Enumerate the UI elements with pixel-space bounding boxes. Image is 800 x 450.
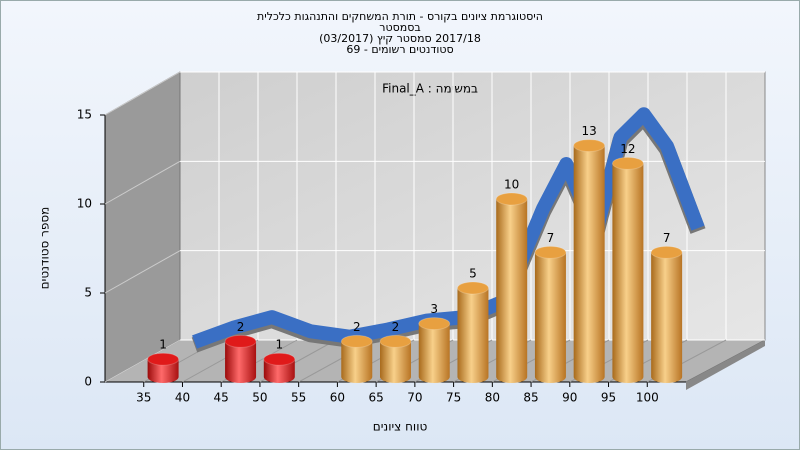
x-axis-label: טווח ציונים bbox=[373, 420, 428, 434]
bar bbox=[340, 334, 373, 383]
bar bbox=[611, 156, 644, 383]
bar-body bbox=[263, 359, 295, 383]
bar-body bbox=[147, 359, 179, 383]
bar-top bbox=[379, 334, 412, 348]
bar-top bbox=[650, 245, 683, 259]
data-label: 2 bbox=[237, 320, 245, 334]
bar-top bbox=[611, 156, 644, 170]
bar bbox=[263, 352, 296, 383]
y-tick-label: 5 bbox=[84, 286, 92, 300]
x-tick-label: 50 bbox=[252, 391, 267, 405]
bar-body bbox=[496, 199, 528, 384]
bar-body bbox=[225, 341, 257, 383]
data-label: 13 bbox=[582, 124, 597, 138]
bar-body bbox=[418, 323, 450, 383]
y-tick-label: 0 bbox=[84, 375, 92, 389]
bar-top bbox=[418, 317, 451, 331]
bar-top bbox=[340, 334, 373, 348]
grid-line bbox=[104, 71, 181, 116]
y-tick-label: 15 bbox=[77, 108, 92, 122]
bar bbox=[495, 192, 528, 384]
bar-top bbox=[495, 192, 528, 206]
bar bbox=[418, 317, 451, 383]
bar bbox=[147, 352, 180, 383]
annotation: במשימה : Final_A bbox=[382, 82, 478, 96]
data-label: 10 bbox=[504, 178, 519, 192]
x-tick-label: 85 bbox=[523, 391, 538, 405]
data-label: 2 bbox=[353, 320, 361, 334]
x-tick-label: 65 bbox=[368, 391, 383, 405]
data-label: 7 bbox=[547, 231, 555, 245]
chart-title: בסמסטר bbox=[379, 21, 420, 34]
bar-top bbox=[263, 352, 296, 366]
x-tick-label: 35 bbox=[136, 391, 151, 405]
y-tick-label: 10 bbox=[77, 197, 92, 211]
bar-top bbox=[534, 245, 567, 259]
bar bbox=[224, 334, 257, 383]
floor-edge bbox=[686, 340, 765, 390]
grid-line bbox=[104, 160, 181, 205]
data-label: 12 bbox=[620, 142, 635, 156]
bar-top bbox=[456, 281, 489, 295]
bar-top bbox=[573, 139, 606, 153]
x-tick-label: 80 bbox=[485, 391, 500, 405]
bar bbox=[650, 245, 683, 383]
x-tick-label: 100 bbox=[636, 391, 659, 405]
bar-top bbox=[147, 352, 180, 366]
x-tick-label: 95 bbox=[601, 391, 616, 405]
data-label: 1 bbox=[159, 338, 167, 352]
bar-body bbox=[651, 252, 683, 383]
x-tick-label: 40 bbox=[175, 391, 190, 405]
data-label: 7 bbox=[663, 231, 671, 245]
bar-body bbox=[612, 163, 644, 383]
x-tick-label: 70 bbox=[407, 391, 422, 405]
bar-top bbox=[224, 334, 257, 348]
bar bbox=[573, 139, 606, 383]
bar-body bbox=[573, 145, 605, 383]
x-tick-label: 55 bbox=[291, 391, 306, 405]
grid-line bbox=[104, 339, 181, 383]
x-tick-label: 45 bbox=[214, 391, 229, 405]
bar bbox=[456, 281, 489, 383]
bar bbox=[534, 245, 567, 384]
chart-title: 2017/18 סמסטר קיץ (03/2017) bbox=[319, 32, 481, 45]
titles: היסטוגרמת ציונים בקורס - תורת המשחקים וה… bbox=[257, 10, 543, 56]
data-label: 5 bbox=[469, 267, 477, 281]
data-label: 2 bbox=[392, 320, 400, 334]
data-label: 1 bbox=[275, 338, 283, 352]
chart-title: סטודנטים רשומים - 69 bbox=[346, 43, 453, 56]
grid-line bbox=[104, 250, 181, 294]
chart-title: היסטוגרמת ציונים בקורס - תורת המשחקים וה… bbox=[257, 10, 543, 23]
bar bbox=[379, 334, 412, 384]
x-tick-label: 60 bbox=[330, 391, 345, 405]
left-wall bbox=[104, 71, 181, 383]
bar-body bbox=[457, 288, 489, 383]
x-tick-label: 90 bbox=[562, 391, 577, 405]
bar-body bbox=[341, 341, 373, 383]
bar-body bbox=[534, 252, 566, 384]
y-axis-label: מספר סטודנטים bbox=[38, 207, 52, 290]
data-label: 3 bbox=[430, 302, 438, 316]
x-tick-label: 75 bbox=[446, 391, 461, 405]
bar-body bbox=[380, 341, 411, 384]
